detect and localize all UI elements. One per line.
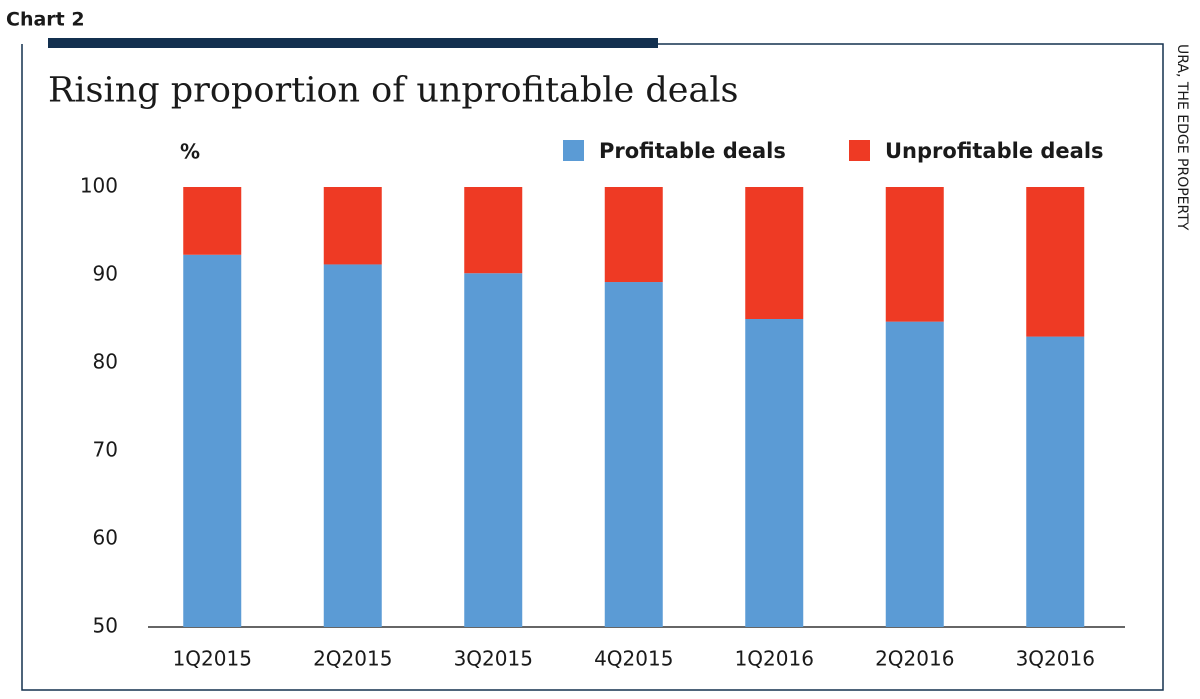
y-tick-label: 60 <box>93 526 118 550</box>
bar-segment <box>885 187 944 322</box>
y-tick-label: 70 <box>93 438 118 462</box>
legend-label: Profitable deals <box>599 139 786 163</box>
bar-segment <box>1026 336 1085 627</box>
bar-segment <box>183 187 242 255</box>
bar-segment <box>885 321 944 627</box>
bar-segment <box>464 273 523 627</box>
bar-segment <box>323 187 382 265</box>
bar-segment <box>604 187 663 283</box>
chart-title: Rising proportion of unprofitable deals <box>48 71 738 111</box>
x-tick-label: 1Q2015 <box>173 647 252 671</box>
y-tick-label: 80 <box>93 350 118 374</box>
bar-segment <box>323 264 382 627</box>
legend-label: Unprofitable deals <box>885 139 1104 163</box>
x-tick-label: 2Q2016 <box>875 647 954 671</box>
x-tick-label: 4Q2015 <box>594 647 673 671</box>
chart-label: Chart 2 <box>6 9 85 31</box>
frame <box>21 43 1164 691</box>
source: URA, THE EDGE PROPERTY <box>1174 44 1190 231</box>
legend-swatch <box>849 140 870 161</box>
legend-swatch <box>563 140 584 161</box>
bar-segment <box>183 254 242 627</box>
y-tick-label: 90 <box>93 262 118 286</box>
bar-segment <box>745 187 804 319</box>
bar-segment <box>464 187 523 274</box>
bar-segment <box>1026 187 1085 337</box>
y-unit: % <box>180 140 200 164</box>
y-tick-label: 50 <box>93 614 118 638</box>
header-bar <box>48 38 658 48</box>
bar-segment <box>745 319 804 627</box>
x-tick-label: 2Q2015 <box>313 647 392 671</box>
y-tick-label: 100 <box>80 174 118 198</box>
bar-segment <box>604 282 663 627</box>
x-tick-label: 3Q2015 <box>454 647 533 671</box>
x-tick-label: 1Q2016 <box>735 647 814 671</box>
x-tick-label: 3Q2016 <box>1016 647 1095 671</box>
